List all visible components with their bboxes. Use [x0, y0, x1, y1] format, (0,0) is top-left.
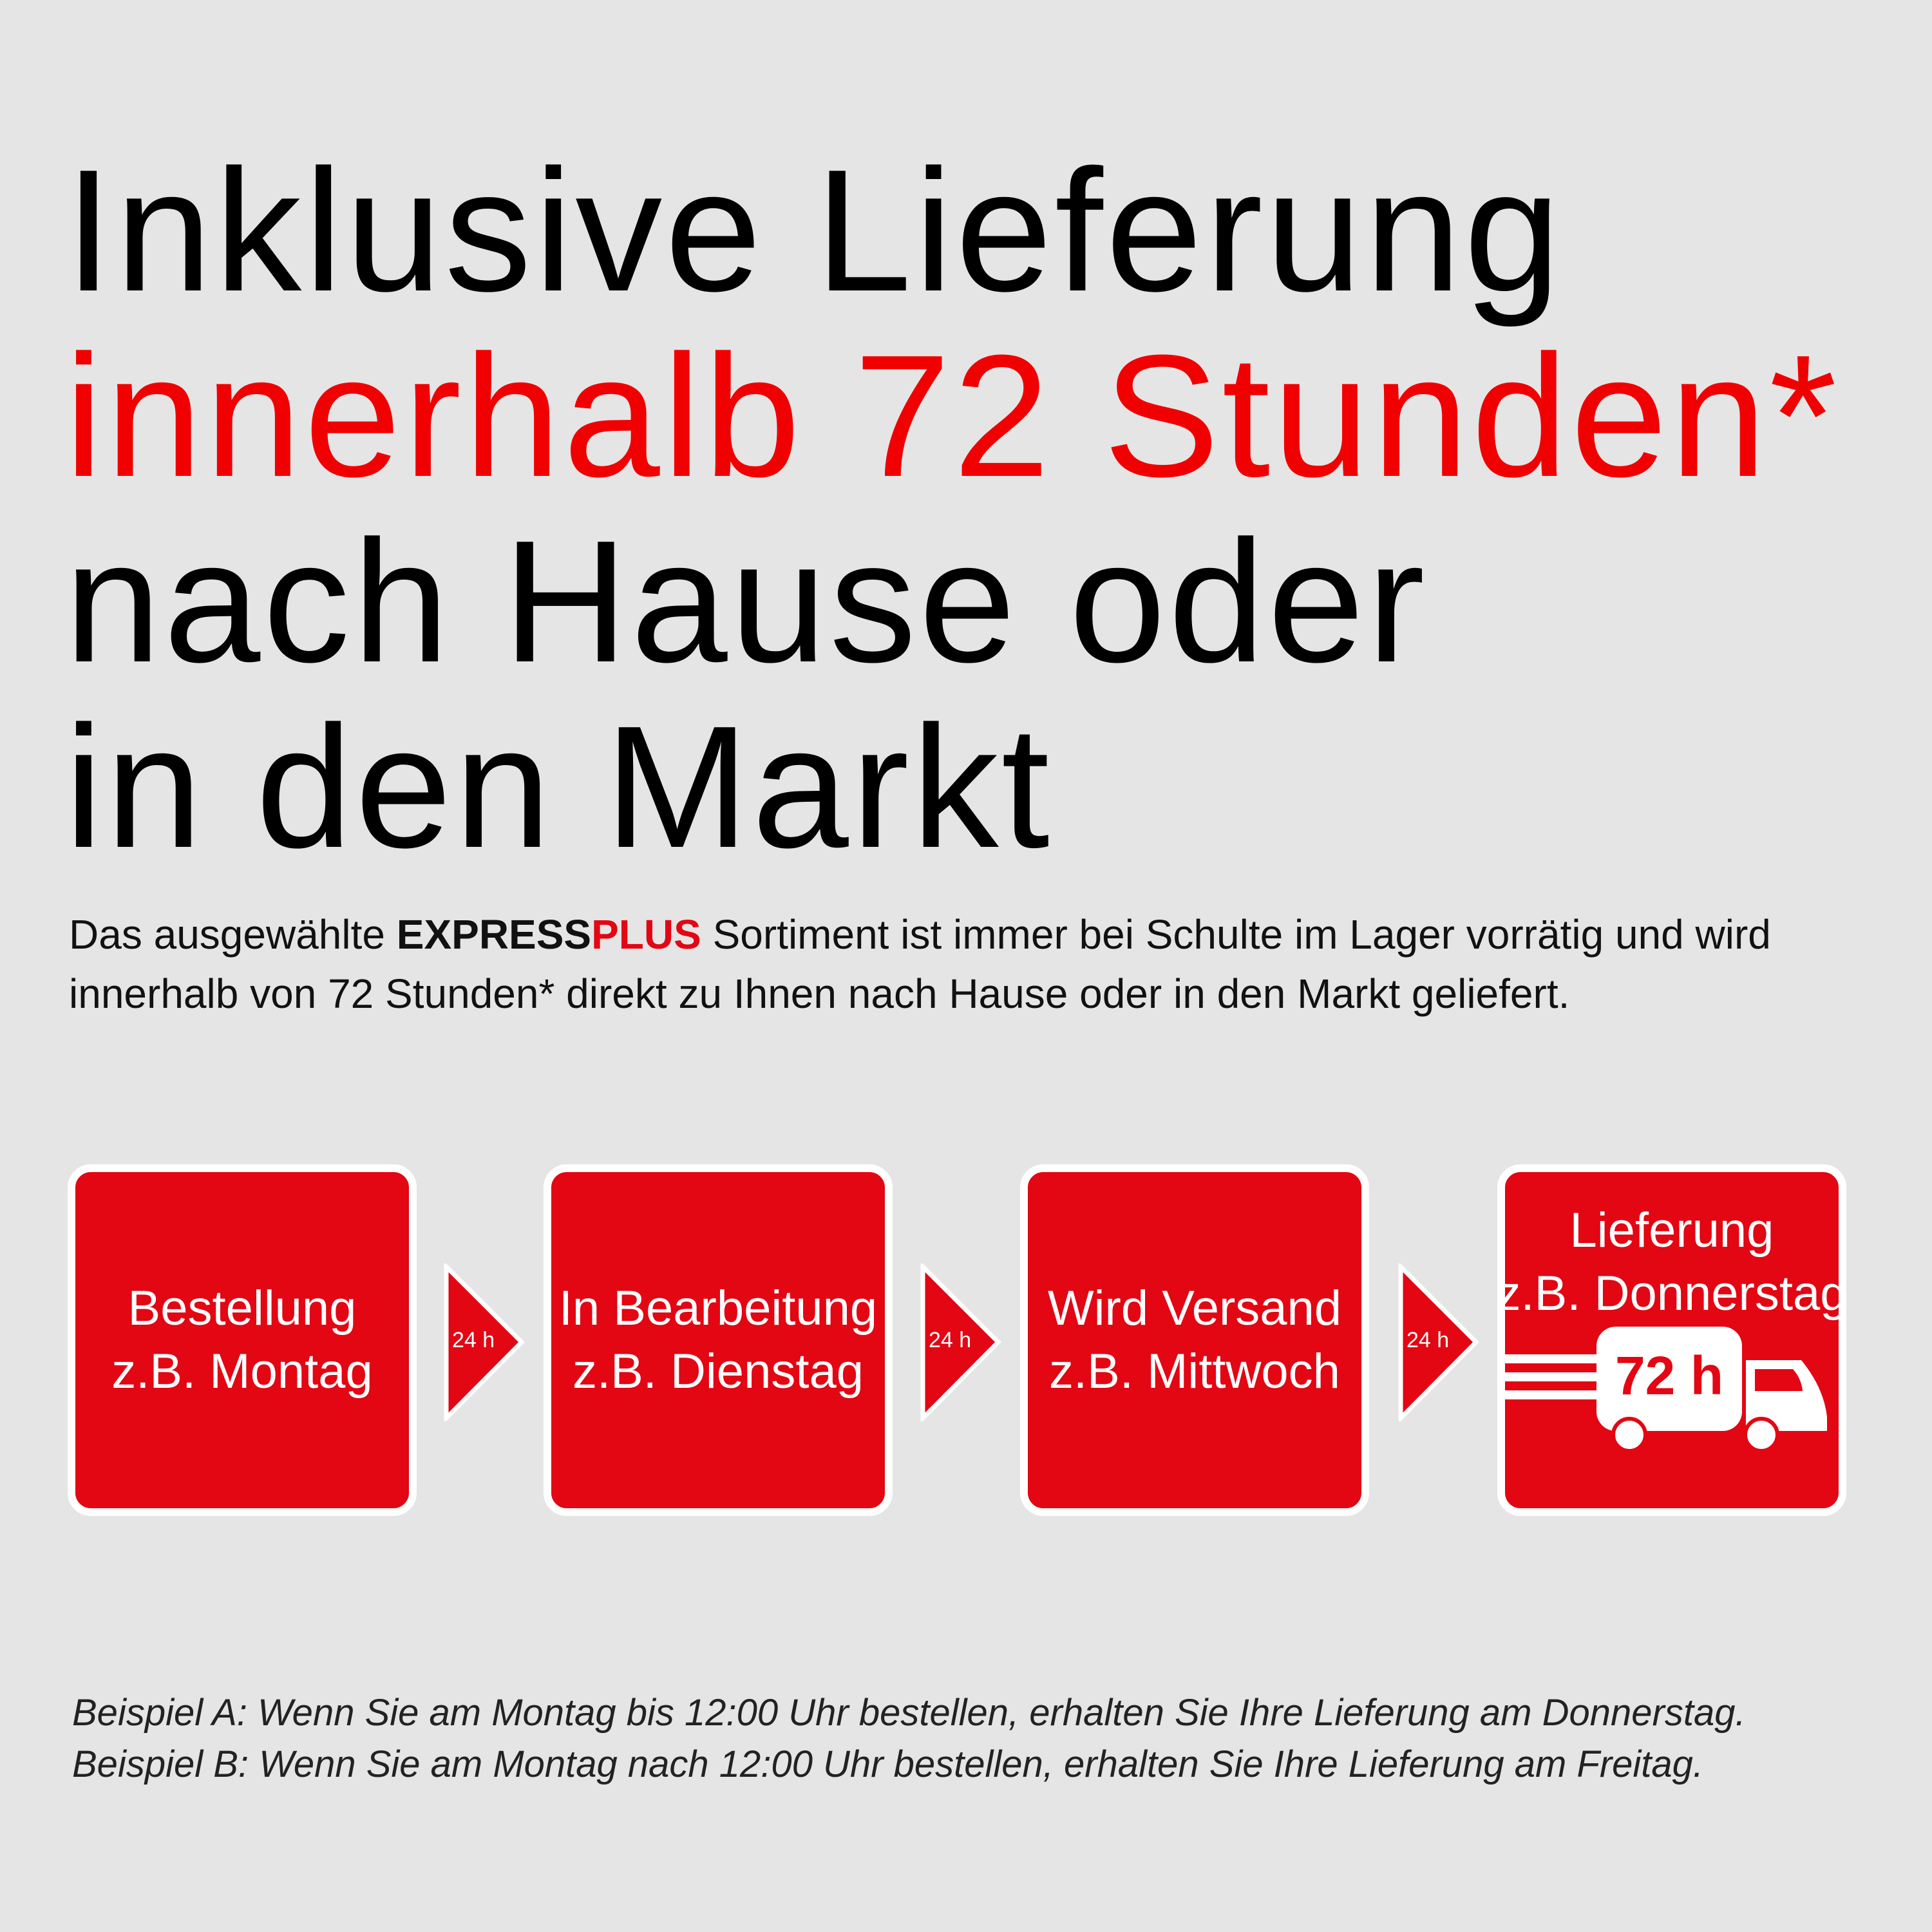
- example-b: Beispiel B: Wenn Sie am Montag nach 12:0…: [72, 1743, 1704, 1785]
- truck-badge: 72 h: [1615, 1345, 1723, 1406]
- intro-text: Das ausgewählte EXPRESSPLUS Sortiment is…: [69, 905, 1872, 1023]
- headline-line-2: innerhalb 72 Stunden*: [64, 319, 1840, 513]
- arrow-right-triangle-icon: [444, 1264, 525, 1421]
- arrow-right-triangle-icon: [1398, 1264, 1479, 1421]
- arrow-right-triangle-icon: [920, 1264, 1001, 1421]
- delivery-truck-icon: 72 h: [1505, 1327, 1827, 1453]
- arrow-step-3: 24 h: [1397, 1264, 1481, 1421]
- step-example: z.B. Dienstag: [573, 1344, 864, 1399]
- step-order: Bestellung z.B. Montag: [68, 1164, 417, 1516]
- arrow-label: 24 h: [452, 1328, 495, 1352]
- arrow-step-1: 24 h: [443, 1264, 527, 1421]
- brand-plus: PLUS: [591, 911, 701, 958]
- intro-part-2: Sortiment ist immer bei Schulte im Lager…: [69, 911, 1771, 1017]
- example-a: Beispiel A: Wenn Sie am Montag bis 12:00…: [72, 1692, 1746, 1734]
- step-title: In Bearbeitung: [558, 1281, 878, 1336]
- headline-line-1: Inklusive Lieferung: [64, 134, 1564, 328]
- headline-line-3: nach Hause oder: [64, 505, 1428, 699]
- footer-examples: Beispiel A: Wenn Sie am Montag bis 12:00…: [72, 1687, 1746, 1790]
- step-example: z.B. Donnerstag: [1496, 1266, 1848, 1321]
- step-example: z.B. Montag: [111, 1344, 373, 1399]
- arrow-label: 24 h: [929, 1328, 972, 1352]
- headline: Inklusive Lieferung innerhalb 72 Stunden…: [64, 138, 1839, 880]
- step-title: Lieferung: [1569, 1203, 1774, 1258]
- step-shipping: Wird Versand z.B. Mittwoch: [1020, 1164, 1369, 1516]
- step-title: Wird Versand: [1047, 1281, 1342, 1336]
- brand-express: EXPRESS: [396, 911, 592, 958]
- arrow-label: 24 h: [1406, 1328, 1450, 1352]
- step-delivery: Lieferung z.B. Donnerstag 72 h: [1496, 1164, 1848, 1516]
- step-example: z.B. Mittwoch: [1049, 1344, 1340, 1399]
- arrow-step-2: 24 h: [920, 1264, 1003, 1421]
- step-processing: In Bearbeitung z.B. Dienstag: [544, 1164, 893, 1516]
- step-title: Bestellung: [128, 1281, 357, 1336]
- intro-part-1: Das ausgewählte: [69, 911, 397, 958]
- headline-line-4: in den Markt: [64, 690, 1052, 884]
